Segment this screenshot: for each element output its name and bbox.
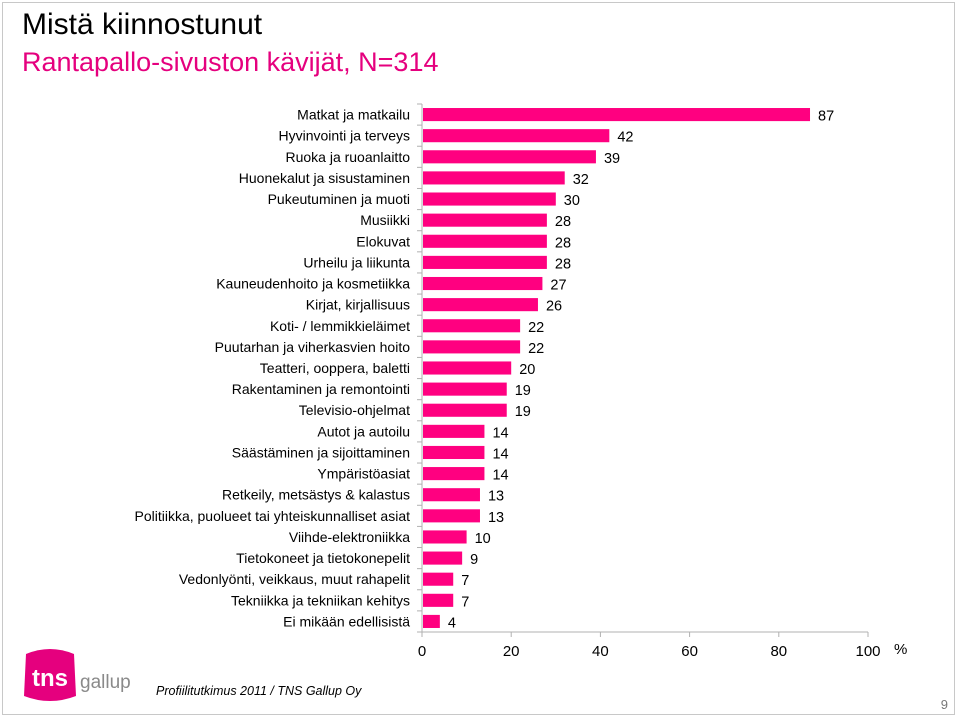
data-label: 19 <box>515 383 531 399</box>
data-label: 19 <box>515 404 531 420</box>
footnote: Profiilitutkimus 2011 / TNS Gallup Oy <box>156 684 362 698</box>
x-tick-label: 60 <box>681 643 698 660</box>
bar <box>423 234 547 248</box>
category-label: Kauneudenhoito ja kosmetiikka <box>216 276 410 292</box>
data-label: 32 <box>573 172 589 188</box>
category-label: Autot ja autoilu <box>317 423 410 439</box>
category-label: Hyvinvointi ja terveys <box>279 128 411 144</box>
bar <box>423 192 556 206</box>
data-label: 13 <box>488 489 504 505</box>
bar <box>423 445 485 460</box>
category-label: Matkat ja matkailu <box>297 107 410 123</box>
data-label: 7 <box>461 594 469 610</box>
data-label: 7 <box>461 573 469 589</box>
bar <box>423 488 480 502</box>
category-label: Elokuvat <box>356 233 410 249</box>
category-label: Musiikki <box>360 212 410 228</box>
tns-logo-icon: tns <box>24 649 76 701</box>
category-label: Säästäminen ja sijoittaminen <box>232 444 410 460</box>
data-label: 14 <box>492 446 508 462</box>
category-label: Tekniikka ja tekniikan kehitys <box>231 592 410 608</box>
x-tick-label: 0 <box>418 643 426 660</box>
category-label: Retkeily, metsästys & kalastus <box>222 487 410 503</box>
category-label: Rakentaminen ja remontointi <box>232 381 410 397</box>
slide-subtitle: Rantapallo-sivuston kävijät, N=314 <box>22 47 439 77</box>
x-axis-label: % <box>894 641 907 658</box>
category-label: Ruoka ja ruoanlaitto <box>285 149 410 165</box>
bar <box>423 255 547 269</box>
bar <box>423 572 454 586</box>
logo-text: gallup <box>80 672 131 693</box>
x-tick-label: 20 <box>503 643 520 660</box>
bar <box>423 213 547 227</box>
data-label: 14 <box>492 425 508 441</box>
bar <box>423 108 811 122</box>
data-label: 9 <box>470 552 478 568</box>
x-tick-label: 40 <box>592 643 609 660</box>
bar <box>423 361 512 375</box>
bar <box>423 530 467 544</box>
tns-gallup-logo: tns <box>20 644 140 706</box>
data-label: 27 <box>550 278 566 294</box>
data-label: 39 <box>604 151 620 167</box>
category-label: Ei mikään edellisistä <box>283 613 410 629</box>
bar <box>423 382 507 396</box>
logo-mark: tns <box>32 665 68 692</box>
bar <box>423 340 521 354</box>
category-label: Ympäristöasiat <box>317 466 410 482</box>
bar <box>423 614 440 628</box>
data-label: 87 <box>818 109 834 125</box>
bar <box>423 171 565 185</box>
category-label: Urheilu ja liikunta <box>303 254 410 270</box>
category-label: Televisio-ohjelmat <box>299 402 410 418</box>
bar <box>423 424 485 438</box>
data-label: 22 <box>528 320 544 336</box>
data-label: 10 <box>475 531 491 547</box>
bar <box>423 509 480 523</box>
data-label: 13 <box>488 510 504 526</box>
category-label: Politiikka, puolueet tai yhteiskunnallis… <box>135 508 411 524</box>
category-label: Puutarhan ja viherkasvien hoito <box>215 339 411 355</box>
category-label: Teatteri, ooppera, baletti <box>260 360 410 376</box>
data-label: 28 <box>555 214 571 230</box>
x-tick-label: 100 <box>855 643 880 660</box>
category-label: Kirjat, kirjallisuus <box>306 297 410 313</box>
bar <box>423 298 538 312</box>
bar <box>423 129 610 143</box>
data-label: 26 <box>546 299 562 315</box>
data-label: 28 <box>555 256 571 272</box>
data-label: 14 <box>492 468 508 484</box>
bar <box>423 276 543 291</box>
category-label: Koti- / lemmikkieläimet <box>270 318 410 334</box>
data-label: 28 <box>555 235 571 251</box>
bar <box>423 403 507 417</box>
bar <box>423 150 596 164</box>
bar <box>423 551 463 565</box>
data-label: 20 <box>519 362 535 378</box>
category-label: Vedonlyönti, veikkaus, muut rahapelit <box>179 571 410 587</box>
page-number: 9 <box>940 697 948 712</box>
bar <box>423 593 454 607</box>
x-tick-label: 80 <box>770 643 787 660</box>
bar <box>423 467 485 481</box>
data-label: 4 <box>448 615 456 631</box>
slide-title: Mistä kiinnostunut <box>22 8 263 41</box>
category-label: Viihde-elektroniikka <box>289 529 410 545</box>
data-label: 22 <box>528 341 544 357</box>
data-label: 30 <box>564 193 580 209</box>
category-label: Pukeutuminen ja muoti <box>268 191 410 207</box>
bar <box>423 319 521 333</box>
category-label: Tietokoneet ja tietokonepelit <box>236 550 410 566</box>
data-label: 42 <box>617 130 633 146</box>
category-label: Huonekalut ja sisustaminen <box>239 170 410 186</box>
